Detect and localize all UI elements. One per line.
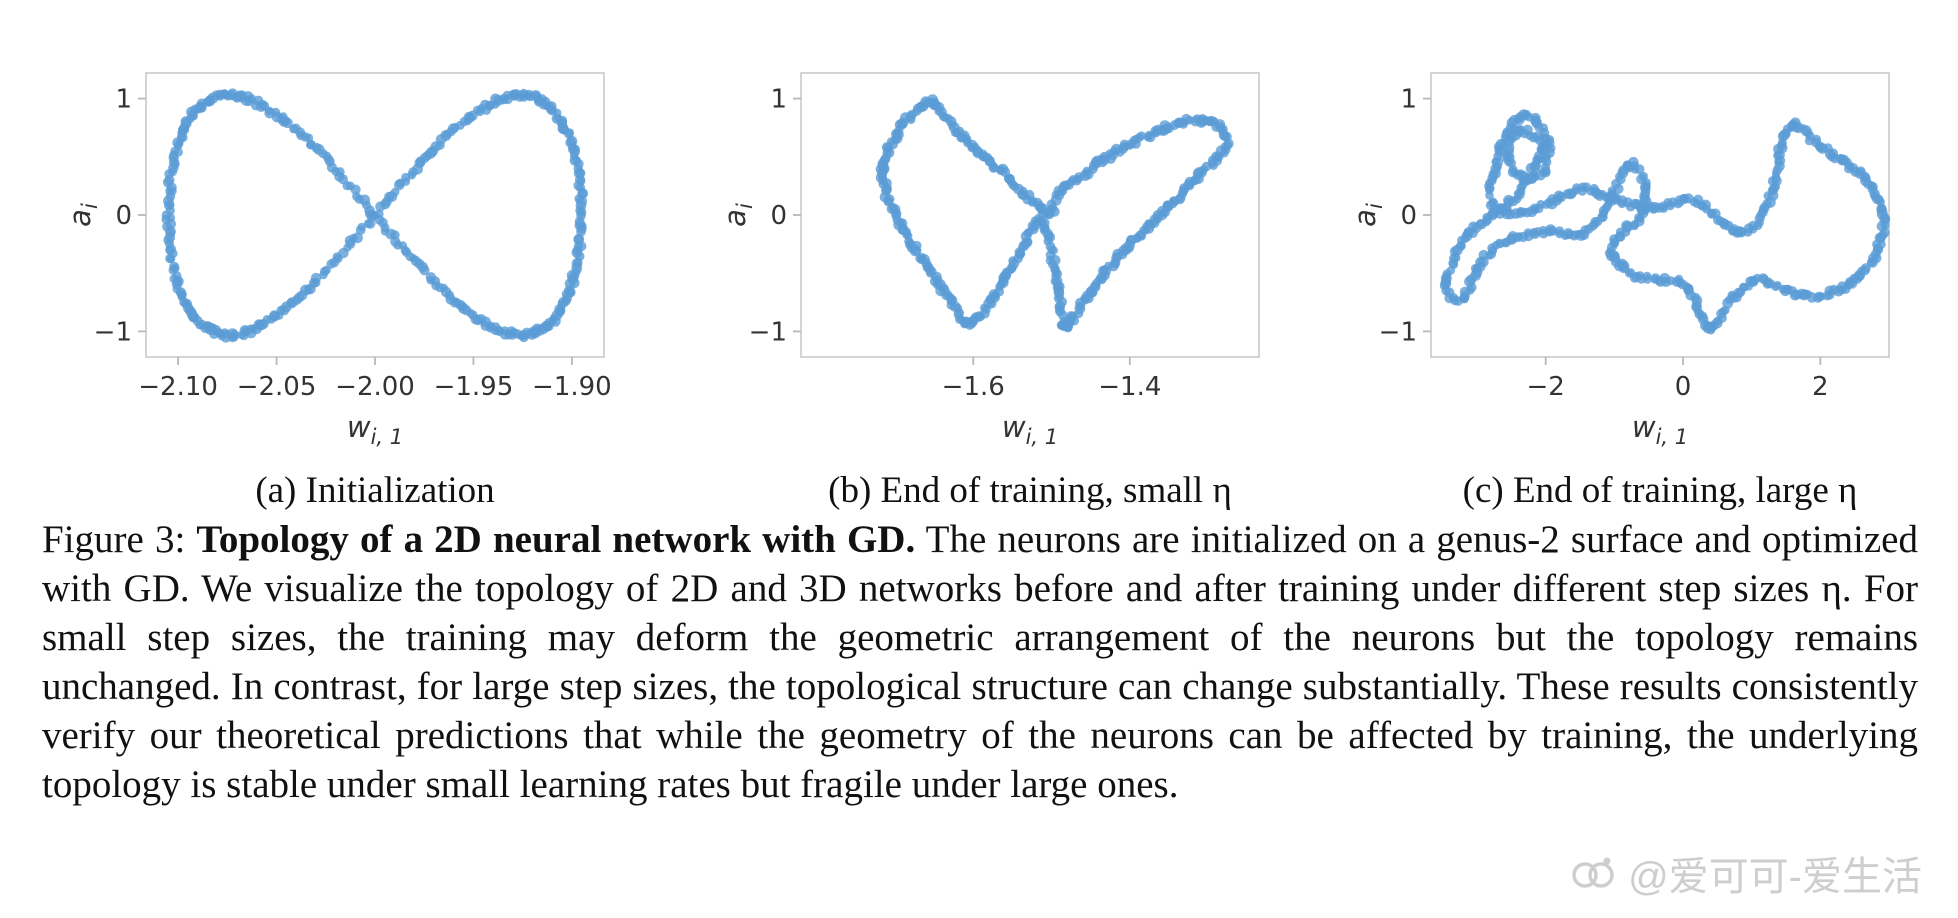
panel-small-eta: −1.6 −1.4 −1 0 1 wi, 1 ai (b) End of training,… xyxy=(705,57,1265,512)
svg-text:−1.95: −1.95 xyxy=(434,372,514,402)
watermark-icon xyxy=(1572,857,1614,888)
svg-text:0: 0 xyxy=(115,201,132,231)
svg-text:0: 0 xyxy=(1400,201,1417,231)
svg-text:ai: ai xyxy=(718,203,757,227)
svg-text:ai: ai xyxy=(1348,203,1387,227)
svg-text:ai: ai xyxy=(63,203,102,227)
caption-prefix: Figure 3: xyxy=(42,518,197,561)
svg-text:−2.10: −2.10 xyxy=(138,372,218,402)
svg-text:−2: −2 xyxy=(1527,372,1565,402)
svg-text:0: 0 xyxy=(770,201,787,231)
svg-text:2: 2 xyxy=(1812,372,1829,402)
scatter-plot-initialization: −2.10 −2.05 −2.00 −1.95 −1.90 −1 0 1 wi, 1 ai xyxy=(63,72,610,449)
subcaption-b: (b) End of training, small η xyxy=(828,470,1232,511)
svg-text:1: 1 xyxy=(1400,85,1417,115)
caption-body: The neurons are initialized on a genus-2… xyxy=(42,518,1918,806)
svg-text:−2.00: −2.00 xyxy=(335,372,415,402)
scatter-plot-large-eta: −2 0 2 −1 0 1 wi, 1 ai xyxy=(1348,72,1891,449)
subcaption-c: (c) End of training, large η xyxy=(1462,470,1858,511)
svg-text:1: 1 xyxy=(770,85,787,115)
panel-large-eta: −2 0 2 −1 0 1 wi, 1 ai (c) End of training, lar… xyxy=(1335,57,1895,512)
svg-text:−1: −1 xyxy=(94,317,132,347)
svg-text:1: 1 xyxy=(115,85,132,115)
panel-initialization: −2.10 −2.05 −2.00 −1.95 −1.90 −1 0 1 wi, 1 ai (a)… xyxy=(50,57,610,512)
svg-text:−1.6: −1.6 xyxy=(942,372,1005,402)
svg-text:wi, 1: wi, 1 xyxy=(347,410,403,449)
svg-text:−1.4: −1.4 xyxy=(1098,372,1161,402)
caption-bold-title: Topology of a 2D neural network with GD. xyxy=(196,518,916,561)
svg-text:−1: −1 xyxy=(1379,317,1417,347)
svg-text:−1.90: −1.90 xyxy=(532,372,610,402)
svg-text:−2.05: −2.05 xyxy=(237,372,317,402)
svg-text:−1: −1 xyxy=(749,317,787,347)
svg-text:wi, 1: wi, 1 xyxy=(1002,410,1058,449)
scatter-plot-small-eta: −1.6 −1.4 −1 0 1 wi, 1 ai xyxy=(718,72,1260,449)
watermark: @爱可可-爱生活 xyxy=(1570,844,1922,902)
subcaption-a: (a) Initialization xyxy=(255,470,495,511)
svg-text:wi, 1: wi, 1 xyxy=(1632,410,1688,449)
svg-text:0: 0 xyxy=(1675,372,1692,402)
figure-caption: Figure 3: Topology of a 2D neural networ… xyxy=(42,515,1918,809)
watermark-text: @爱可可-爱生活 xyxy=(1628,855,1922,899)
